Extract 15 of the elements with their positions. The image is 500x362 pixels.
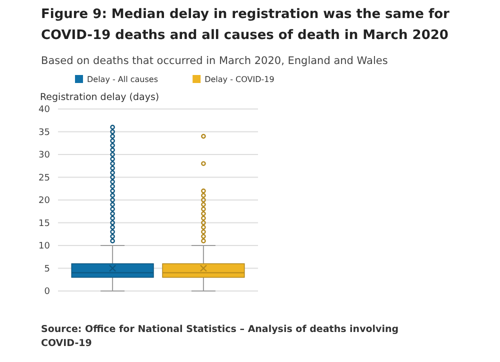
y-tick-label: 30 (38, 150, 50, 161)
y-tick-label: 20 (38, 196, 50, 206)
y-tick-label: 5 (44, 264, 50, 274)
y-tick-label: 15 (38, 218, 50, 229)
legend-label: Delay - COVID-19 (204, 75, 274, 84)
source-note: Source: Office for National Statistics – Analysis of deaths involving COVID-19 (41, 324, 399, 349)
y-tick-label: 25 (38, 173, 50, 184)
y-tick-label: 35 (38, 128, 50, 138)
legend-label: Delay - All causes (87, 75, 158, 84)
y-axis-title: Registration delay (days) (40, 92, 160, 103)
chart-subtitle: Based on deaths that occurred in March 2020, England and Wales (41, 55, 388, 67)
y-tick-label: 0 (44, 287, 50, 298)
y-tick-label: 10 (38, 242, 50, 252)
chart-title: Figure 9: Median delay in registration was the same for COVID-19 deaths and all causes of death in March 2020 (41, 7, 450, 43)
y-tick-label: 40 (38, 105, 50, 116)
